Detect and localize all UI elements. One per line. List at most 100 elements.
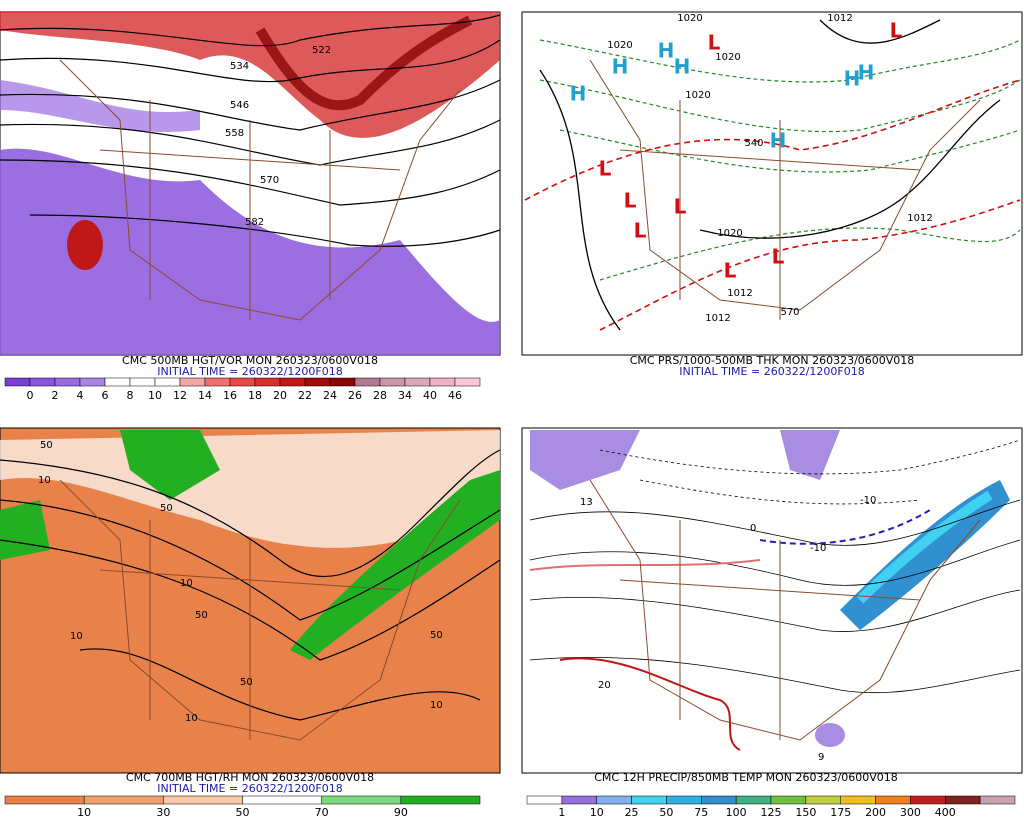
colorbar-swatch bbox=[83, 795, 164, 805]
colorbar-swatch bbox=[379, 377, 406, 387]
colorbar-label: 150 bbox=[795, 806, 816, 819]
colorbar-label: 2 bbox=[52, 389, 59, 402]
colorbar-swatch bbox=[179, 377, 206, 387]
colorbar-swatch bbox=[429, 377, 456, 387]
colorbar-swatch bbox=[701, 795, 737, 805]
colorbar-label: 50 bbox=[659, 806, 673, 819]
map-vorticity: 522 534 546 558 570 582 bbox=[0, 11, 501, 356]
contour-label: 1020 bbox=[715, 52, 740, 63]
colorbar-label: 100 bbox=[726, 806, 747, 819]
colorbar-label: 28 bbox=[373, 389, 387, 402]
colorbar-swatch bbox=[154, 377, 181, 387]
colorbar-swatch bbox=[840, 795, 876, 805]
colorbar-swatch bbox=[354, 377, 381, 387]
contour-label: 10 bbox=[430, 700, 443, 711]
colorbar-swatch bbox=[561, 795, 597, 805]
colorbar-label: 18 bbox=[248, 389, 262, 402]
colorbar-swatch bbox=[910, 795, 946, 805]
colorbar-swatch bbox=[79, 377, 106, 387]
colorbar-label: 10 bbox=[590, 806, 604, 819]
colorbar-swatch bbox=[945, 795, 981, 805]
colorbar-swatch bbox=[596, 795, 632, 805]
colorbar-label: 0 bbox=[27, 389, 34, 402]
contour-label: 50 bbox=[40, 440, 53, 451]
colorbar-label: 40 bbox=[423, 389, 437, 402]
colorbar-swatch bbox=[279, 377, 306, 387]
colorbar-label: 200 bbox=[865, 806, 886, 819]
colorbar-swatch bbox=[4, 795, 85, 805]
colorbar-label: 24 bbox=[323, 389, 337, 402]
colorbar-swatch bbox=[129, 377, 156, 387]
colorbar-swatch bbox=[805, 795, 841, 805]
colorbar-swatch bbox=[229, 377, 256, 387]
pressure-center: H bbox=[770, 129, 787, 153]
contour-label: 10 bbox=[70, 631, 83, 642]
colorbar-swatch bbox=[875, 795, 911, 805]
colorbar-swatch bbox=[735, 795, 772, 805]
contour-label: 1020 bbox=[607, 40, 632, 51]
map-precip: 13 0 -10 -10 20 9 bbox=[521, 427, 1023, 774]
colorbar-swatch bbox=[631, 795, 667, 805]
contour-label: 13 bbox=[580, 497, 593, 508]
contour-label: 540 bbox=[744, 138, 763, 149]
pressure-center: H bbox=[612, 55, 629, 79]
colorbar-swatch bbox=[321, 795, 402, 805]
colorbar-label: 75 bbox=[694, 806, 708, 819]
contour-label: 534 bbox=[230, 61, 249, 72]
colorbar-swatch bbox=[242, 795, 322, 805]
initial-time: INITIAL TIME = 260322/1200F018 bbox=[157, 365, 342, 378]
colorbar-swatch bbox=[254, 377, 281, 387]
contour-label: 20 bbox=[598, 680, 611, 691]
pressure-center: L bbox=[772, 245, 785, 269]
contour-label: -10 bbox=[860, 495, 876, 506]
pressure-center: L bbox=[674, 195, 687, 219]
contour-label: 50 bbox=[160, 503, 173, 514]
colorbar-swatch bbox=[163, 795, 243, 805]
pressure-center: H bbox=[674, 55, 691, 79]
contour-label: 1012 bbox=[727, 288, 752, 299]
colorbar-label: 1 bbox=[558, 806, 565, 819]
colorbar-label: 50 bbox=[236, 806, 250, 819]
contour-label: 50 bbox=[430, 630, 443, 641]
colorbar-label: 46 bbox=[448, 389, 462, 402]
colorbar-swatch bbox=[400, 795, 481, 805]
panel-title: CMC 12H PRECIP/850MB TEMP MON 260323/060… bbox=[594, 771, 898, 784]
pressure-center: L bbox=[708, 31, 721, 55]
contour-label: 1012 bbox=[705, 313, 730, 324]
colorbar-swatch bbox=[4, 377, 31, 387]
initial-time: INITIAL TIME = 260322/1200F018 bbox=[679, 365, 864, 378]
panel-title: CMC 500MB HGT/VOR MON 260323/0600V018 bbox=[122, 354, 378, 367]
colorbar-label: 400 bbox=[935, 806, 956, 819]
colorbar-swatch bbox=[104, 377, 131, 387]
colorbar-swatch bbox=[304, 377, 331, 387]
colorbar-label: 16 bbox=[223, 389, 237, 402]
contour-label: 9 bbox=[818, 752, 824, 763]
map-pressure bbox=[521, 11, 1023, 356]
pressure-center: L bbox=[890, 19, 903, 43]
contour-label: 0 bbox=[750, 523, 756, 534]
colorbar-label: 30 bbox=[156, 806, 170, 819]
colorbar-label: 175 bbox=[830, 806, 851, 819]
contour-label: 570 bbox=[780, 307, 799, 318]
colorbar-label: 26 bbox=[348, 389, 362, 402]
contour-label: 582 bbox=[245, 217, 264, 228]
contour-label: 570 bbox=[260, 175, 279, 186]
colorbar-label: 8 bbox=[127, 389, 134, 402]
panel-title: CMC PRS/1000-500MB THK MON 260323/0600V0… bbox=[630, 354, 915, 367]
contour-label: 1020 bbox=[677, 13, 702, 24]
contour-label: 10 bbox=[38, 475, 51, 486]
colorbar-label: 10 bbox=[77, 806, 91, 819]
colorbar-label: 14 bbox=[198, 389, 212, 402]
colorbar-label: 10 bbox=[148, 389, 162, 402]
colorbar-label: 25 bbox=[625, 806, 639, 819]
colorbar-swatch bbox=[204, 377, 231, 387]
panel-title: CMC 700MB HGT/RH MON 260323/0600V018 bbox=[126, 771, 374, 784]
contour-label: 50 bbox=[195, 610, 208, 621]
colorbar-swatch bbox=[666, 795, 702, 805]
contour-label: 50 bbox=[240, 677, 253, 688]
contour-label: -10 bbox=[810, 543, 826, 554]
contour-label: 558 bbox=[225, 128, 244, 139]
contour-label: 10 bbox=[185, 713, 198, 724]
initial-time: INITIAL TIME = 260322/1200F018 bbox=[157, 782, 342, 795]
